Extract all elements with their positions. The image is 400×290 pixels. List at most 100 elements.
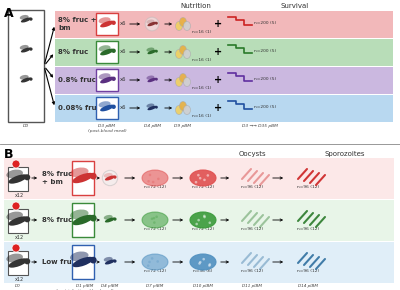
Text: x6: x6 [120,21,126,26]
Ellipse shape [180,17,186,26]
Text: n=200 (5): n=200 (5) [254,21,276,25]
Circle shape [151,257,154,260]
Text: D14 pIBM: D14 pIBM [298,284,318,288]
Circle shape [155,78,158,81]
Circle shape [24,258,30,264]
Ellipse shape [104,215,113,220]
Text: D1 pIBM
(post-infectious blood meal): D1 pIBM (post-infectious blood meal) [56,284,114,290]
Bar [96,97,118,119]
Ellipse shape [184,106,190,115]
Ellipse shape [180,102,186,110]
Text: D4 pIBM: D4 pIBM [101,284,119,288]
Circle shape [90,257,97,264]
Ellipse shape [184,77,190,86]
Circle shape [24,174,30,180]
Circle shape [155,106,158,109]
Ellipse shape [98,73,110,79]
Ellipse shape [100,77,114,83]
Circle shape [29,77,32,81]
Circle shape [29,17,32,21]
Circle shape [112,49,116,53]
Text: n=36 (6): n=36 (6) [193,269,213,273]
Text: 8% fruc: 8% fruc [42,217,72,223]
Text: n=72 (12): n=72 (12) [144,185,166,189]
Ellipse shape [176,106,182,115]
Circle shape [151,218,153,220]
Bar [8,167,28,191]
Ellipse shape [180,73,186,82]
Ellipse shape [142,254,168,270]
Text: n=200 (5): n=200 (5) [254,77,276,81]
Ellipse shape [184,50,190,59]
Circle shape [197,174,200,176]
Circle shape [208,264,211,267]
Circle shape [199,177,202,180]
Text: Nutrition: Nutrition [180,3,212,9]
Ellipse shape [105,218,115,222]
Circle shape [153,221,156,224]
Ellipse shape [20,15,29,20]
Ellipse shape [148,50,156,54]
Text: x12: x12 [14,277,24,282]
Ellipse shape [146,104,154,108]
Text: n=16 (1): n=16 (1) [192,114,211,118]
Ellipse shape [176,77,182,86]
Text: 8% fruc +
bm: 8% fruc + bm [58,17,97,30]
Bar [8,251,28,275]
Ellipse shape [21,77,31,82]
Circle shape [203,179,206,181]
Ellipse shape [100,49,114,55]
Text: D0: D0 [15,284,21,288]
Bar [55,10,393,37]
Ellipse shape [104,173,113,178]
Text: x6: x6 [120,105,126,110]
Ellipse shape [190,170,216,186]
Text: Survival: Survival [281,3,309,9]
Ellipse shape [21,48,31,52]
Ellipse shape [6,170,23,178]
Ellipse shape [20,75,29,80]
Text: +: + [214,19,222,29]
Bar [96,13,118,35]
Ellipse shape [8,216,28,226]
Circle shape [147,264,150,267]
Ellipse shape [98,17,110,23]
Ellipse shape [8,174,28,184]
Ellipse shape [21,17,31,23]
Text: 0.08% fruc: 0.08% fruc [58,105,101,111]
Circle shape [148,261,151,263]
Text: x6: x6 [120,49,126,54]
Circle shape [12,202,20,210]
Bar [72,161,94,195]
Circle shape [152,181,154,183]
Circle shape [29,48,32,51]
Text: n=16 (1): n=16 (1) [192,86,211,90]
Ellipse shape [148,106,156,110]
Ellipse shape [190,212,216,228]
Text: +: + [214,75,222,85]
Circle shape [145,17,159,31]
Bar [4,157,394,198]
Text: D9 pBM: D9 pBM [174,124,192,128]
Text: +: + [214,103,222,113]
Circle shape [147,180,150,183]
Circle shape [156,260,159,263]
Ellipse shape [100,21,114,27]
Text: n=96 (12): n=96 (12) [297,227,319,231]
Circle shape [102,170,118,186]
Ellipse shape [70,168,88,177]
Bar [72,203,94,237]
Circle shape [157,177,160,180]
Circle shape [12,244,20,252]
Circle shape [90,173,97,180]
Circle shape [24,216,30,222]
Text: n=16 (1): n=16 (1) [192,58,211,62]
Text: Sporozoites: Sporozoites [325,151,365,157]
Text: Low fruc: Low fruc [42,259,76,265]
Ellipse shape [146,75,154,80]
Circle shape [112,77,116,81]
Ellipse shape [98,101,110,108]
Text: n=72 (12): n=72 (12) [192,185,214,189]
Text: B: B [4,148,14,161]
Bar [55,39,393,66]
